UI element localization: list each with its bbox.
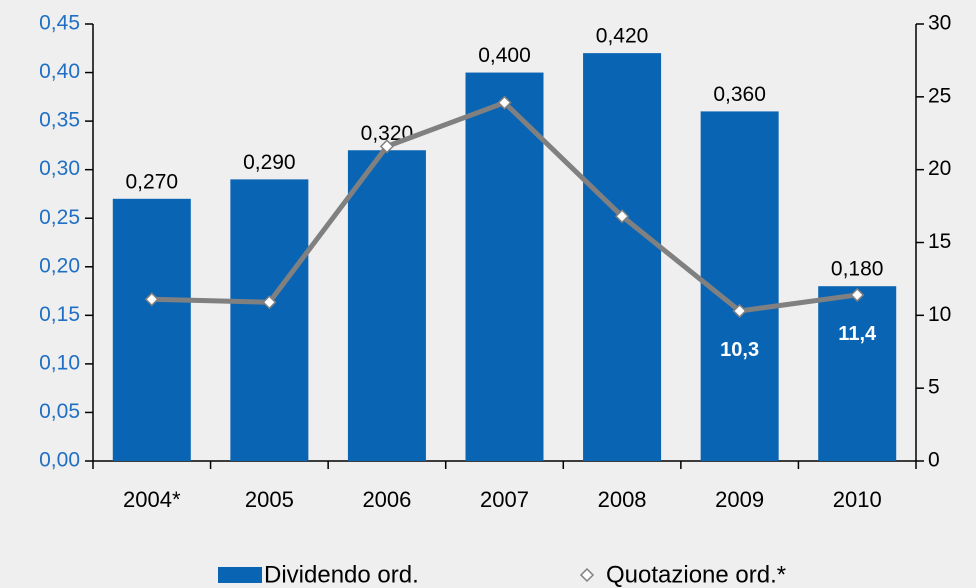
y2-tick-label: 20: [928, 157, 951, 180]
line-marker: [379, 139, 394, 154]
y2-tick-label: 30: [928, 12, 951, 35]
bar-value-label: 0,180: [831, 258, 884, 281]
y2-tick-label: 0: [928, 449, 940, 472]
y2-tick-label: 5: [928, 376, 940, 399]
legend-label: Quotazione ord.*: [606, 561, 786, 588]
bar-value-label: 0,270: [126, 170, 179, 193]
bar: [818, 286, 897, 461]
x-tick-label: 2005: [245, 487, 294, 512]
bar-value-label: 0,360: [713, 83, 766, 106]
bar: [230, 179, 309, 461]
line-marker: [615, 209, 630, 224]
y-tick-label: 0,45: [39, 12, 80, 35]
bar-value-label: 0,420: [596, 25, 649, 48]
line-marker: [732, 303, 747, 319]
x-tick-label: 2010: [833, 487, 882, 512]
line-marker: [144, 292, 159, 307]
x-tick-label: 2006: [362, 487, 411, 512]
y-tick-label: 0,35: [39, 109, 80, 132]
y2-tick-label: 10: [928, 303, 951, 326]
y2-tick-label: 15: [928, 230, 951, 253]
bar: [112, 198, 191, 462]
y-tick-label: 0,25: [39, 206, 80, 229]
x-tick-label: 2009: [715, 487, 764, 512]
bar: [583, 53, 662, 462]
bar-value-label: 0,400: [478, 44, 531, 67]
line-marker: [850, 287, 865, 303]
line-marker: [497, 95, 512, 110]
y-tick-label: 0,15: [39, 303, 80, 326]
x-tick-label: 2004*: [123, 487, 181, 512]
line-value-label: 10,3: [720, 339, 759, 361]
y-tick-label: 0,40: [39, 60, 80, 83]
bar: [465, 72, 544, 462]
legend-swatch: [218, 567, 262, 583]
y-tick-label: 0,10: [39, 351, 80, 374]
legend-swatch: [579, 567, 595, 583]
legend-label: Dividendo ord.: [264, 561, 419, 588]
x-tick-label: 2007: [480, 487, 529, 512]
y-tick-label: 0,20: [39, 254, 80, 277]
y2-tick-label: 25: [928, 84, 951, 107]
line-marker: [262, 295, 277, 310]
y-tick-label: 0,30: [39, 157, 80, 180]
bar-value-label: 0,290: [243, 151, 296, 174]
y-tick-label: 0,00: [39, 449, 80, 472]
bar: [700, 111, 779, 462]
y-tick-label: 0,05: [39, 400, 80, 423]
x-tick-label: 2008: [598, 487, 647, 512]
line-value-label: 11,4: [838, 323, 877, 345]
bar: [347, 150, 426, 461]
